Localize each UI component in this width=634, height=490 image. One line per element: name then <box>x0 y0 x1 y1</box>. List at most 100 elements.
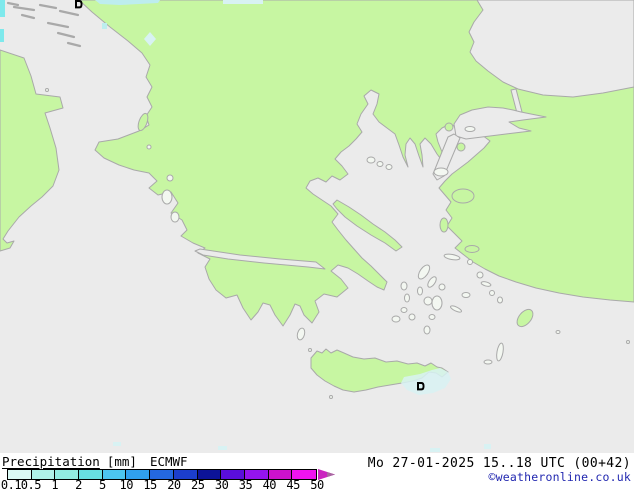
copyright-text: ©weatheronline.co.uk <box>488 470 631 484</box>
adriatic-island-6 <box>56 31 76 39</box>
island-kythnos <box>404 293 410 303</box>
island-astypalaia <box>461 292 471 298</box>
colorbar-segment <box>150 470 174 479</box>
island-ikaria <box>443 253 461 261</box>
scale-label: 35 <box>238 478 253 490</box>
colorbar-segment <box>126 470 151 479</box>
precip-dot-bottom-3 <box>430 448 440 452</box>
adriatic-island-8 <box>6 1 20 7</box>
scale-label: 45 <box>286 478 300 490</box>
colorbar-segment <box>173 470 198 479</box>
island-tremiti <box>45 88 49 92</box>
station-markers <box>75 0 425 391</box>
scale-label: 20 <box>167 478 181 490</box>
island-amorgos <box>449 305 463 313</box>
colorbar-segment <box>244 470 269 479</box>
colorbar-scale-labels: 0.1 0.5 1 2 5 10 15 20 25 30 35 40 45 50 <box>0 478 360 490</box>
island-tinos <box>427 276 437 288</box>
station-marker-icon <box>75 0 83 9</box>
station-marker-icon <box>417 382 425 391</box>
island-evia <box>332 199 403 252</box>
adriatic-island-3 <box>58 9 80 17</box>
adriatic-island-2 <box>38 3 58 10</box>
island-zakynthos <box>170 211 180 223</box>
sea-of-marmara <box>453 106 547 140</box>
precipitation-map <box>0 0 634 453</box>
precipitation-patches <box>0 0 491 452</box>
scale-label: 30 <box>214 478 229 490</box>
legend-unit: [mm] <box>106 454 137 469</box>
island-samothrace <box>456 142 466 152</box>
island-sifnos <box>408 313 416 321</box>
island-crete <box>310 348 449 393</box>
scale-label: 25 <box>191 478 205 490</box>
legend-model-name: ECMWF <box>149 454 188 469</box>
island-sporades-3 <box>385 164 393 170</box>
colorbar-segment <box>31 470 56 479</box>
colorbar-segment <box>79 470 103 479</box>
colorbar-segment <box>8 470 32 479</box>
island-kythira <box>296 327 306 341</box>
island-patmos <box>467 259 473 265</box>
island-mykonos <box>438 283 446 291</box>
island-limnos <box>433 167 449 177</box>
island-andros <box>417 264 431 280</box>
colorbar-segment <box>197 470 222 479</box>
island-corfu <box>137 112 149 132</box>
colorbar-segment <box>55 470 80 479</box>
island-kefalonia <box>161 189 173 205</box>
island-samos <box>464 245 480 253</box>
island-serifos <box>400 307 408 313</box>
island-kos <box>480 281 492 287</box>
precip-dot-bottom-1 <box>113 442 121 446</box>
mainland-italy <box>0 49 64 252</box>
legend-title: Precipitation [mm] ECMWF <box>2 454 188 469</box>
colorbar-segment <box>221 470 245 479</box>
island-antikythera <box>308 348 312 352</box>
scale-label: 50 <box>310 478 324 490</box>
mainland-balkans-anatolia <box>78 0 634 327</box>
island-naxos <box>431 295 443 311</box>
island-se-aegean-1 <box>555 330 561 334</box>
islands-small <box>45 88 630 399</box>
scale-label: 0.5 <box>20 478 42 490</box>
island-sporades-1 <box>366 156 376 164</box>
island-kea <box>400 281 408 291</box>
legend-title-word: Precipitation <box>2 454 100 469</box>
scale-label: 1 <box>51 478 59 490</box>
colorbar-arrow-shape <box>327 472 335 477</box>
scale-label: 10 <box>119 478 133 490</box>
gulf-of-corinth <box>194 248 326 270</box>
precip-patch-montenegro <box>144 32 156 46</box>
island-karpathos <box>496 342 504 362</box>
scale-label: 40 <box>262 478 277 490</box>
island-kasos <box>483 359 493 365</box>
precip-dot-bottom-2 <box>218 446 227 450</box>
adriatic-island-1 <box>12 5 36 12</box>
colorbar-segment <box>268 470 293 479</box>
precip-dot-bottom-4 <box>484 444 491 449</box>
precipitation-colorbar <box>7 469 317 480</box>
island-ios <box>428 314 436 320</box>
island-kalymnos <box>476 271 484 279</box>
precip-patch-east-crete <box>401 368 451 395</box>
island-lefkada <box>166 174 174 182</box>
landmasses <box>0 0 634 327</box>
islands-adriatic <box>6 1 82 48</box>
island-rhodes <box>516 308 534 328</box>
island-thasos <box>444 122 454 132</box>
island-se-aegean-2 <box>626 340 630 344</box>
colorbar-arrow <box>318 469 335 480</box>
island-syros <box>417 286 423 296</box>
island-gavdos <box>329 395 333 399</box>
adriatic-island-7 <box>66 41 82 48</box>
precip-patch-adriatic-1 <box>0 0 5 17</box>
map-area <box>0 0 634 453</box>
colorbar-arrow-shape <box>318 469 335 480</box>
black-sea <box>468 0 634 98</box>
scale-label: 15 <box>143 478 157 490</box>
forecast-datetime: Mo 27-01-2025 15..18 UTC (00+42) <box>367 456 631 471</box>
island-paros <box>423 296 433 306</box>
island-marmara <box>464 126 476 132</box>
